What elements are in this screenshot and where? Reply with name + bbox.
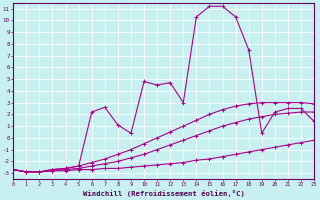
X-axis label: Windchill (Refroidissement éolien,°C): Windchill (Refroidissement éolien,°C) (83, 190, 244, 197)
